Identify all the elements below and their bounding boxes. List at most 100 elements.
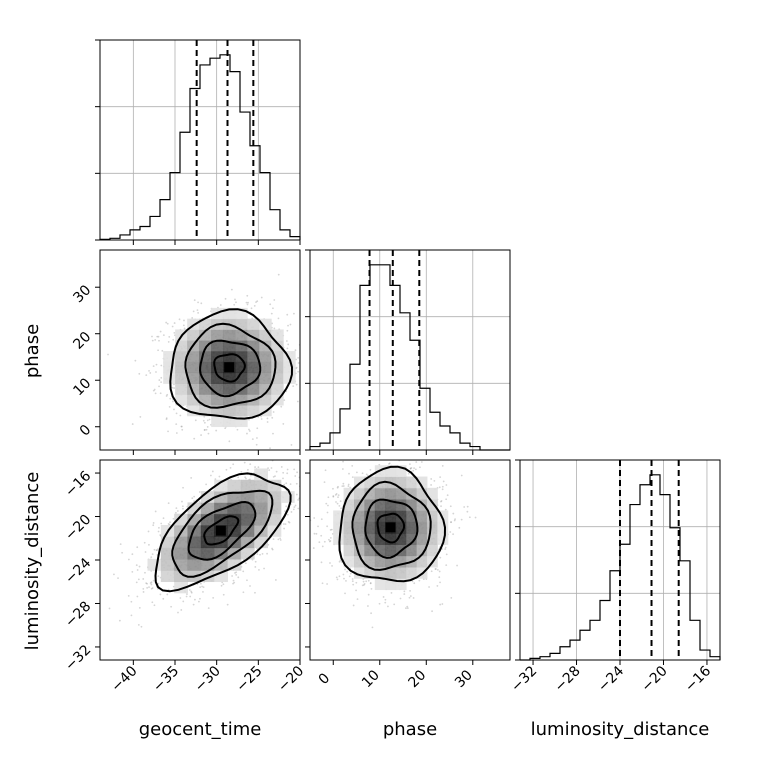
scatter-point bbox=[205, 428, 208, 431]
scatter-point bbox=[157, 530, 160, 533]
scatter-point bbox=[153, 548, 156, 551]
scatter-point bbox=[266, 552, 268, 555]
scatter-point bbox=[177, 611, 179, 614]
scatter-point bbox=[271, 548, 274, 551]
scatter-point bbox=[302, 364, 304, 366]
scatter-point bbox=[138, 565, 141, 568]
scatter-point bbox=[237, 576, 240, 579]
scatter-point bbox=[190, 591, 193, 594]
density-bin bbox=[271, 329, 284, 341]
density-bin bbox=[174, 547, 188, 560]
scatter-point bbox=[131, 553, 134, 556]
scatter-point bbox=[296, 568, 298, 570]
scatter-point bbox=[302, 481, 304, 483]
density-bin bbox=[254, 513, 268, 526]
scatter-point bbox=[279, 539, 282, 541]
scatter-point bbox=[346, 570, 349, 573]
scatter-point bbox=[173, 322, 176, 324]
scatter-point bbox=[285, 340, 288, 342]
scatter-point bbox=[240, 470, 243, 473]
scatter-point bbox=[367, 605, 369, 607]
scatter-point bbox=[290, 444, 293, 446]
density-bin bbox=[214, 570, 228, 583]
density-peak bbox=[215, 525, 226, 536]
density-bin bbox=[187, 502, 202, 515]
x-tick-label-geocent-time: −35 bbox=[150, 663, 182, 695]
scatter-point bbox=[206, 419, 209, 422]
scatter-point bbox=[305, 367, 307, 369]
scatter-point bbox=[405, 607, 407, 610]
scatter-point bbox=[200, 302, 203, 305]
density-bin bbox=[227, 479, 242, 492]
scatter-point bbox=[337, 494, 340, 497]
density-bin bbox=[283, 372, 296, 384]
scatter-point bbox=[277, 538, 280, 541]
scatter-point bbox=[198, 491, 201, 493]
scatter-point bbox=[286, 513, 289, 516]
scatter-point bbox=[127, 558, 130, 561]
scatter-point bbox=[154, 392, 157, 395]
scatter-point bbox=[165, 418, 168, 421]
scatter-point bbox=[159, 330, 162, 333]
y-tick-label-luminosity-distance: −28 bbox=[62, 599, 94, 631]
density-bin bbox=[187, 361, 200, 374]
plot-area bbox=[296, 460, 477, 629]
scatter-point bbox=[243, 455, 245, 457]
scatter-point bbox=[212, 596, 215, 599]
scatter-point bbox=[268, 469, 271, 471]
scatter-point bbox=[174, 511, 177, 514]
scatter-point bbox=[130, 614, 133, 617]
scatter-point bbox=[107, 353, 109, 356]
histogram-panel-phase bbox=[305, 249, 511, 455]
density-bin bbox=[247, 383, 260, 395]
scatter-point bbox=[245, 301, 248, 304]
scatter-point bbox=[242, 570, 245, 573]
scatter-point bbox=[293, 312, 295, 315]
density-bin bbox=[271, 372, 284, 384]
plot-area bbox=[107, 273, 307, 450]
scatter-point bbox=[272, 475, 275, 478]
x-tick-label-geocent-time: −30 bbox=[192, 663, 224, 695]
density-bin bbox=[247, 318, 260, 330]
scatter-point bbox=[456, 564, 458, 567]
scatter-point bbox=[207, 607, 210, 610]
scatter-point bbox=[362, 580, 365, 583]
scatter-point bbox=[441, 488, 444, 491]
density-bin bbox=[211, 383, 224, 395]
scatter-point bbox=[186, 593, 188, 596]
scatter-point bbox=[307, 480, 309, 482]
scatter-point bbox=[201, 585, 203, 588]
scatter-point bbox=[363, 583, 366, 585]
scatter-point bbox=[190, 590, 193, 593]
scatter-point bbox=[149, 372, 152, 374]
scatter-point bbox=[235, 573, 238, 576]
scatter-point bbox=[151, 553, 154, 556]
density-bin bbox=[211, 415, 224, 428]
scatter-point bbox=[320, 518, 323, 521]
scatter-point bbox=[261, 552, 264, 555]
density-bin bbox=[254, 468, 268, 481]
scatter-point bbox=[250, 457, 252, 459]
scatter-point bbox=[171, 386, 174, 389]
scatter-point bbox=[259, 454, 261, 456]
density-bin bbox=[187, 404, 200, 417]
scatter-point bbox=[286, 472, 289, 475]
scatter-point bbox=[228, 440, 231, 443]
scatter-point bbox=[224, 427, 227, 430]
scatter-point bbox=[148, 586, 150, 589]
scatter-point bbox=[157, 548, 159, 550]
scatter-point bbox=[438, 570, 441, 573]
scatter-point bbox=[127, 594, 130, 597]
density-bin bbox=[259, 383, 272, 395]
scatter-point bbox=[436, 585, 439, 587]
scatter-point bbox=[172, 338, 175, 341]
scatter-point bbox=[157, 582, 160, 585]
density-bin bbox=[175, 351, 188, 363]
scatter-point bbox=[434, 568, 437, 570]
contour-line bbox=[203, 515, 240, 546]
scatter-point bbox=[280, 466, 283, 468]
scatter-point bbox=[474, 516, 477, 519]
axes-frame bbox=[309, 249, 511, 451]
scatter-point bbox=[255, 443, 258, 446]
